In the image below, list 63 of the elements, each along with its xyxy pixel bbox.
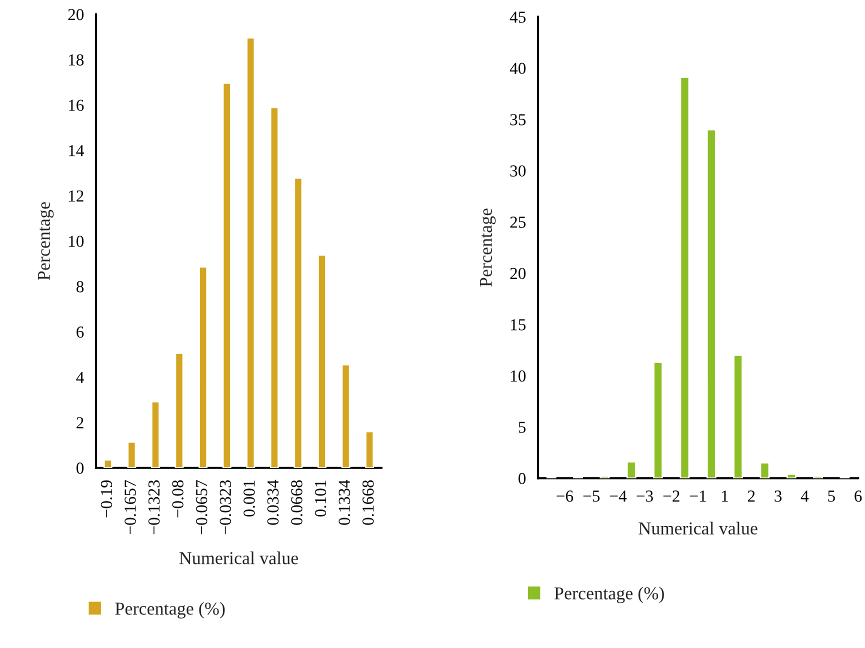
x-tick-label: 6 (854, 490, 862, 502)
y-tick-label: 2 (76, 417, 84, 428)
x-tick-label: 0.0334 (267, 480, 279, 525)
x-tick-label: 4 (800, 490, 809, 502)
x-tick-label: 0.1334 (338, 480, 350, 525)
x-tick-label: −2 (663, 490, 680, 502)
y-tick-label: 12 (69, 190, 84, 202)
y-tick-label: 40 (510, 62, 526, 74)
y-tick-label: 10 (69, 236, 84, 248)
y-tick-label: 45 (510, 12, 526, 23)
x-tick-label: −4 (610, 490, 627, 502)
x-tick-label: 3 (774, 490, 782, 502)
x-tick-label: 0.0668 (291, 480, 302, 525)
x-tick-label: 0.001 (244, 480, 255, 517)
x-tick-label: 5 (828, 490, 835, 502)
bar (198, 266, 208, 468)
y-tick-label: 18 (69, 54, 84, 66)
bar (294, 177, 303, 468)
x-tick-label: −0.1657 (124, 480, 136, 534)
y-tick-label: 0 (518, 472, 526, 484)
y-tick-label: 25 (510, 216, 526, 228)
x-tick-label: 2 (748, 490, 755, 502)
x-tick-label: −5 (583, 490, 600, 502)
bar (127, 441, 136, 468)
x-tick-label: 1 (722, 490, 728, 502)
bar (103, 459, 112, 468)
y-tick-label: 20 (68, 8, 84, 20)
y-tick-label: 0 (76, 462, 84, 474)
y-tick-label: 4 (76, 372, 84, 383)
x-tick-label: −0.19 (100, 480, 112, 518)
x-tick-label: −0.1323 (148, 480, 160, 534)
x-tick-label: −3 (636, 490, 653, 502)
y-tick-label: 8 (76, 281, 84, 292)
x-tick-label: −0.0323 (220, 480, 232, 534)
x-tick-label: −1 (690, 490, 706, 502)
x-tick-label: 0.101 (314, 480, 326, 517)
x-tick-label: −0.0657 (196, 480, 208, 534)
y-tick-label: 10 (511, 370, 526, 382)
y-tick-label: 16 (69, 100, 84, 111)
y-axis-title: Percentage (480, 208, 496, 287)
y-tick-label: 20 (510, 268, 526, 280)
y-tick-label: 30 (510, 165, 526, 177)
x-tick-label: −6 (556, 490, 574, 502)
y-tick-label: 35 (510, 114, 526, 126)
legend-label: Percentage (%) (115, 602, 225, 618)
bar (317, 254, 326, 468)
y-axis-title: Percentage (38, 202, 54, 280)
x-axis-title: Numerical value (179, 552, 298, 564)
bar (341, 364, 350, 468)
bar (270, 106, 279, 468)
y-tick-label: 14 (69, 145, 84, 156)
x-tick-label: −0.08 (172, 480, 184, 518)
bar (365, 430, 374, 468)
y-tick-label: 6 (76, 326, 84, 338)
x-tick-label: 0.1668 (362, 480, 374, 525)
bar (246, 37, 256, 468)
bar (150, 400, 160, 468)
y-tick-label: 15 (511, 319, 526, 330)
y-tick-label: 5 (518, 422, 526, 433)
legend-label: Percentage (%) (554, 586, 664, 604)
bar (174, 352, 184, 468)
x-axis-title: Numerical value (638, 522, 758, 535)
bar (222, 82, 232, 468)
